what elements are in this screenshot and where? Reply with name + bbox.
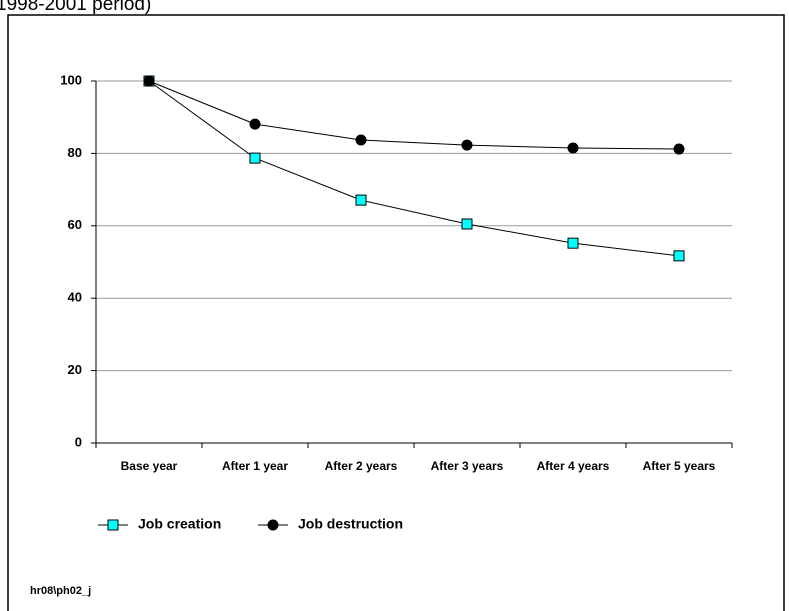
- marker: [673, 250, 685, 262]
- x-tick-label: After 4 years: [537, 459, 610, 473]
- y-tick-label: 60: [68, 217, 82, 232]
- marker: [567, 142, 579, 154]
- marker: [567, 237, 579, 249]
- marker: [461, 218, 473, 230]
- marker: [461, 139, 473, 151]
- marker: [355, 194, 367, 206]
- x-tick-label: After 3 years: [431, 459, 504, 473]
- y-tick-label: 0: [75, 434, 82, 449]
- series-line: [148, 80, 680, 150]
- y-tick-label: 100: [60, 72, 82, 87]
- y-tick-label: 80: [68, 145, 82, 160]
- x-tick-label: After 2 years: [325, 459, 398, 473]
- y-tick-label: 20: [68, 362, 82, 377]
- chart-title: 1998-2001 period): [0, 0, 151, 15]
- legend-label: Job creation: [138, 516, 221, 532]
- marker: [249, 152, 261, 164]
- series-line: [148, 80, 680, 257]
- y-tick-label: 40: [68, 290, 82, 305]
- x-tick-label: After 1 year: [222, 459, 288, 473]
- marker: [143, 75, 155, 87]
- x-tick-label: Base year: [121, 459, 178, 473]
- chart-frame: [7, 14, 785, 611]
- marker: [355, 134, 367, 146]
- marker: [249, 118, 261, 130]
- footnote: hr08\ph02_j: [30, 585, 91, 597]
- legend-label: Job destruction: [298, 516, 403, 532]
- x-tick-label: After 5 years: [643, 459, 716, 473]
- marker: [267, 519, 279, 531]
- marker: [107, 519, 119, 531]
- marker: [673, 143, 685, 155]
